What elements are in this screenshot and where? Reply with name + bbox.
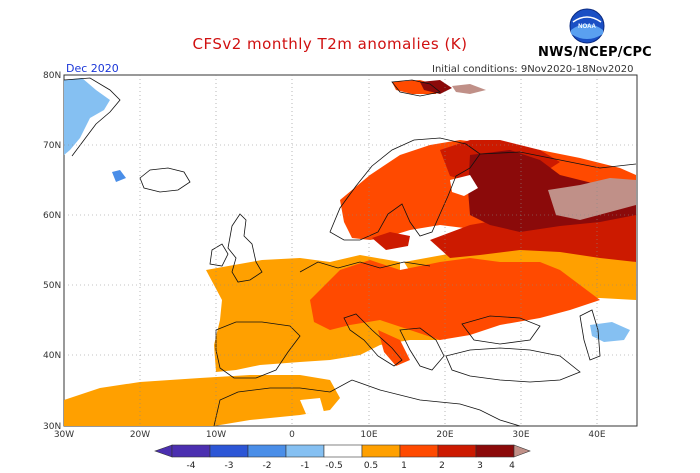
coastlines bbox=[63, 77, 637, 427]
lat-label: 80N bbox=[43, 71, 61, 81]
colorbar-swatch bbox=[475, 444, 515, 458]
noaa-logo-text: NOAA bbox=[578, 24, 596, 30]
valid-month-label: Dec 2020 bbox=[66, 62, 119, 75]
colorbar-swatch bbox=[285, 444, 325, 458]
anomaly-shading bbox=[64, 78, 636, 426]
lon-label: 10W bbox=[206, 430, 226, 440]
lat-label: 60N bbox=[43, 211, 61, 221]
colorbar-label: -3 bbox=[225, 461, 234, 471]
colorbar-label: -4 bbox=[187, 461, 196, 471]
lon-label: 30E bbox=[512, 430, 529, 440]
lat-label: 70N bbox=[43, 141, 61, 151]
colorbar-label: 3 bbox=[477, 461, 483, 471]
graticule bbox=[64, 75, 637, 426]
lon-tick-labels: 30W 20W 10W 0 10E 20E 30E 40E bbox=[54, 430, 606, 440]
lat-label: 40N bbox=[43, 351, 61, 361]
noaa-logo-icon: NOAA bbox=[569, 8, 605, 44]
colorbar-arrow-low bbox=[154, 444, 173, 458]
colorbar-swatch bbox=[399, 444, 439, 458]
lon-label: 20E bbox=[436, 430, 453, 440]
colorbar-swatch bbox=[171, 444, 211, 458]
colorbar-swatch bbox=[437, 444, 477, 458]
lon-label: 30W bbox=[54, 430, 74, 440]
lat-tick-labels: 80N 70N 60N 50N 40N 30N bbox=[43, 71, 61, 432]
colorbar-swatch bbox=[247, 444, 287, 458]
colorbar-label: -2 bbox=[263, 461, 272, 471]
lon-label: 40E bbox=[588, 430, 605, 440]
agency-label: NWS/NCEP/CPC bbox=[538, 45, 652, 60]
lon-label: 10E bbox=[360, 430, 377, 440]
lon-label: 20W bbox=[130, 430, 150, 440]
colorbar-label: 4 bbox=[509, 461, 515, 471]
colorbar: -4 -3 -2 -1 -0.5 0.5 1 2 3 4 bbox=[154, 444, 531, 471]
map-title: CFSv2 monthly T2m anomalies (K) bbox=[0, 35, 700, 53]
colorbar-label: -0.5 bbox=[325, 461, 343, 471]
lat-label: 50N bbox=[43, 281, 61, 291]
initial-conditions-label: Initial conditions: 9Nov2020-18Nov2020 bbox=[432, 64, 634, 75]
colorbar-label: 1 bbox=[401, 461, 407, 471]
colorbar-label: 0.5 bbox=[364, 461, 378, 471]
colorbar-label: -1 bbox=[301, 461, 310, 471]
lon-label: 0 bbox=[289, 430, 295, 440]
map-title-text: CFSv2 monthly T2m anomalies (K) bbox=[192, 35, 468, 53]
colorbar-label: 2 bbox=[439, 461, 445, 471]
lat-label: 30N bbox=[43, 422, 61, 432]
colorbar-swatch bbox=[209, 444, 249, 458]
colorbar-swatch bbox=[323, 444, 363, 458]
colorbar-swatch bbox=[361, 444, 401, 458]
colorbar-arrow-high bbox=[513, 444, 531, 458]
